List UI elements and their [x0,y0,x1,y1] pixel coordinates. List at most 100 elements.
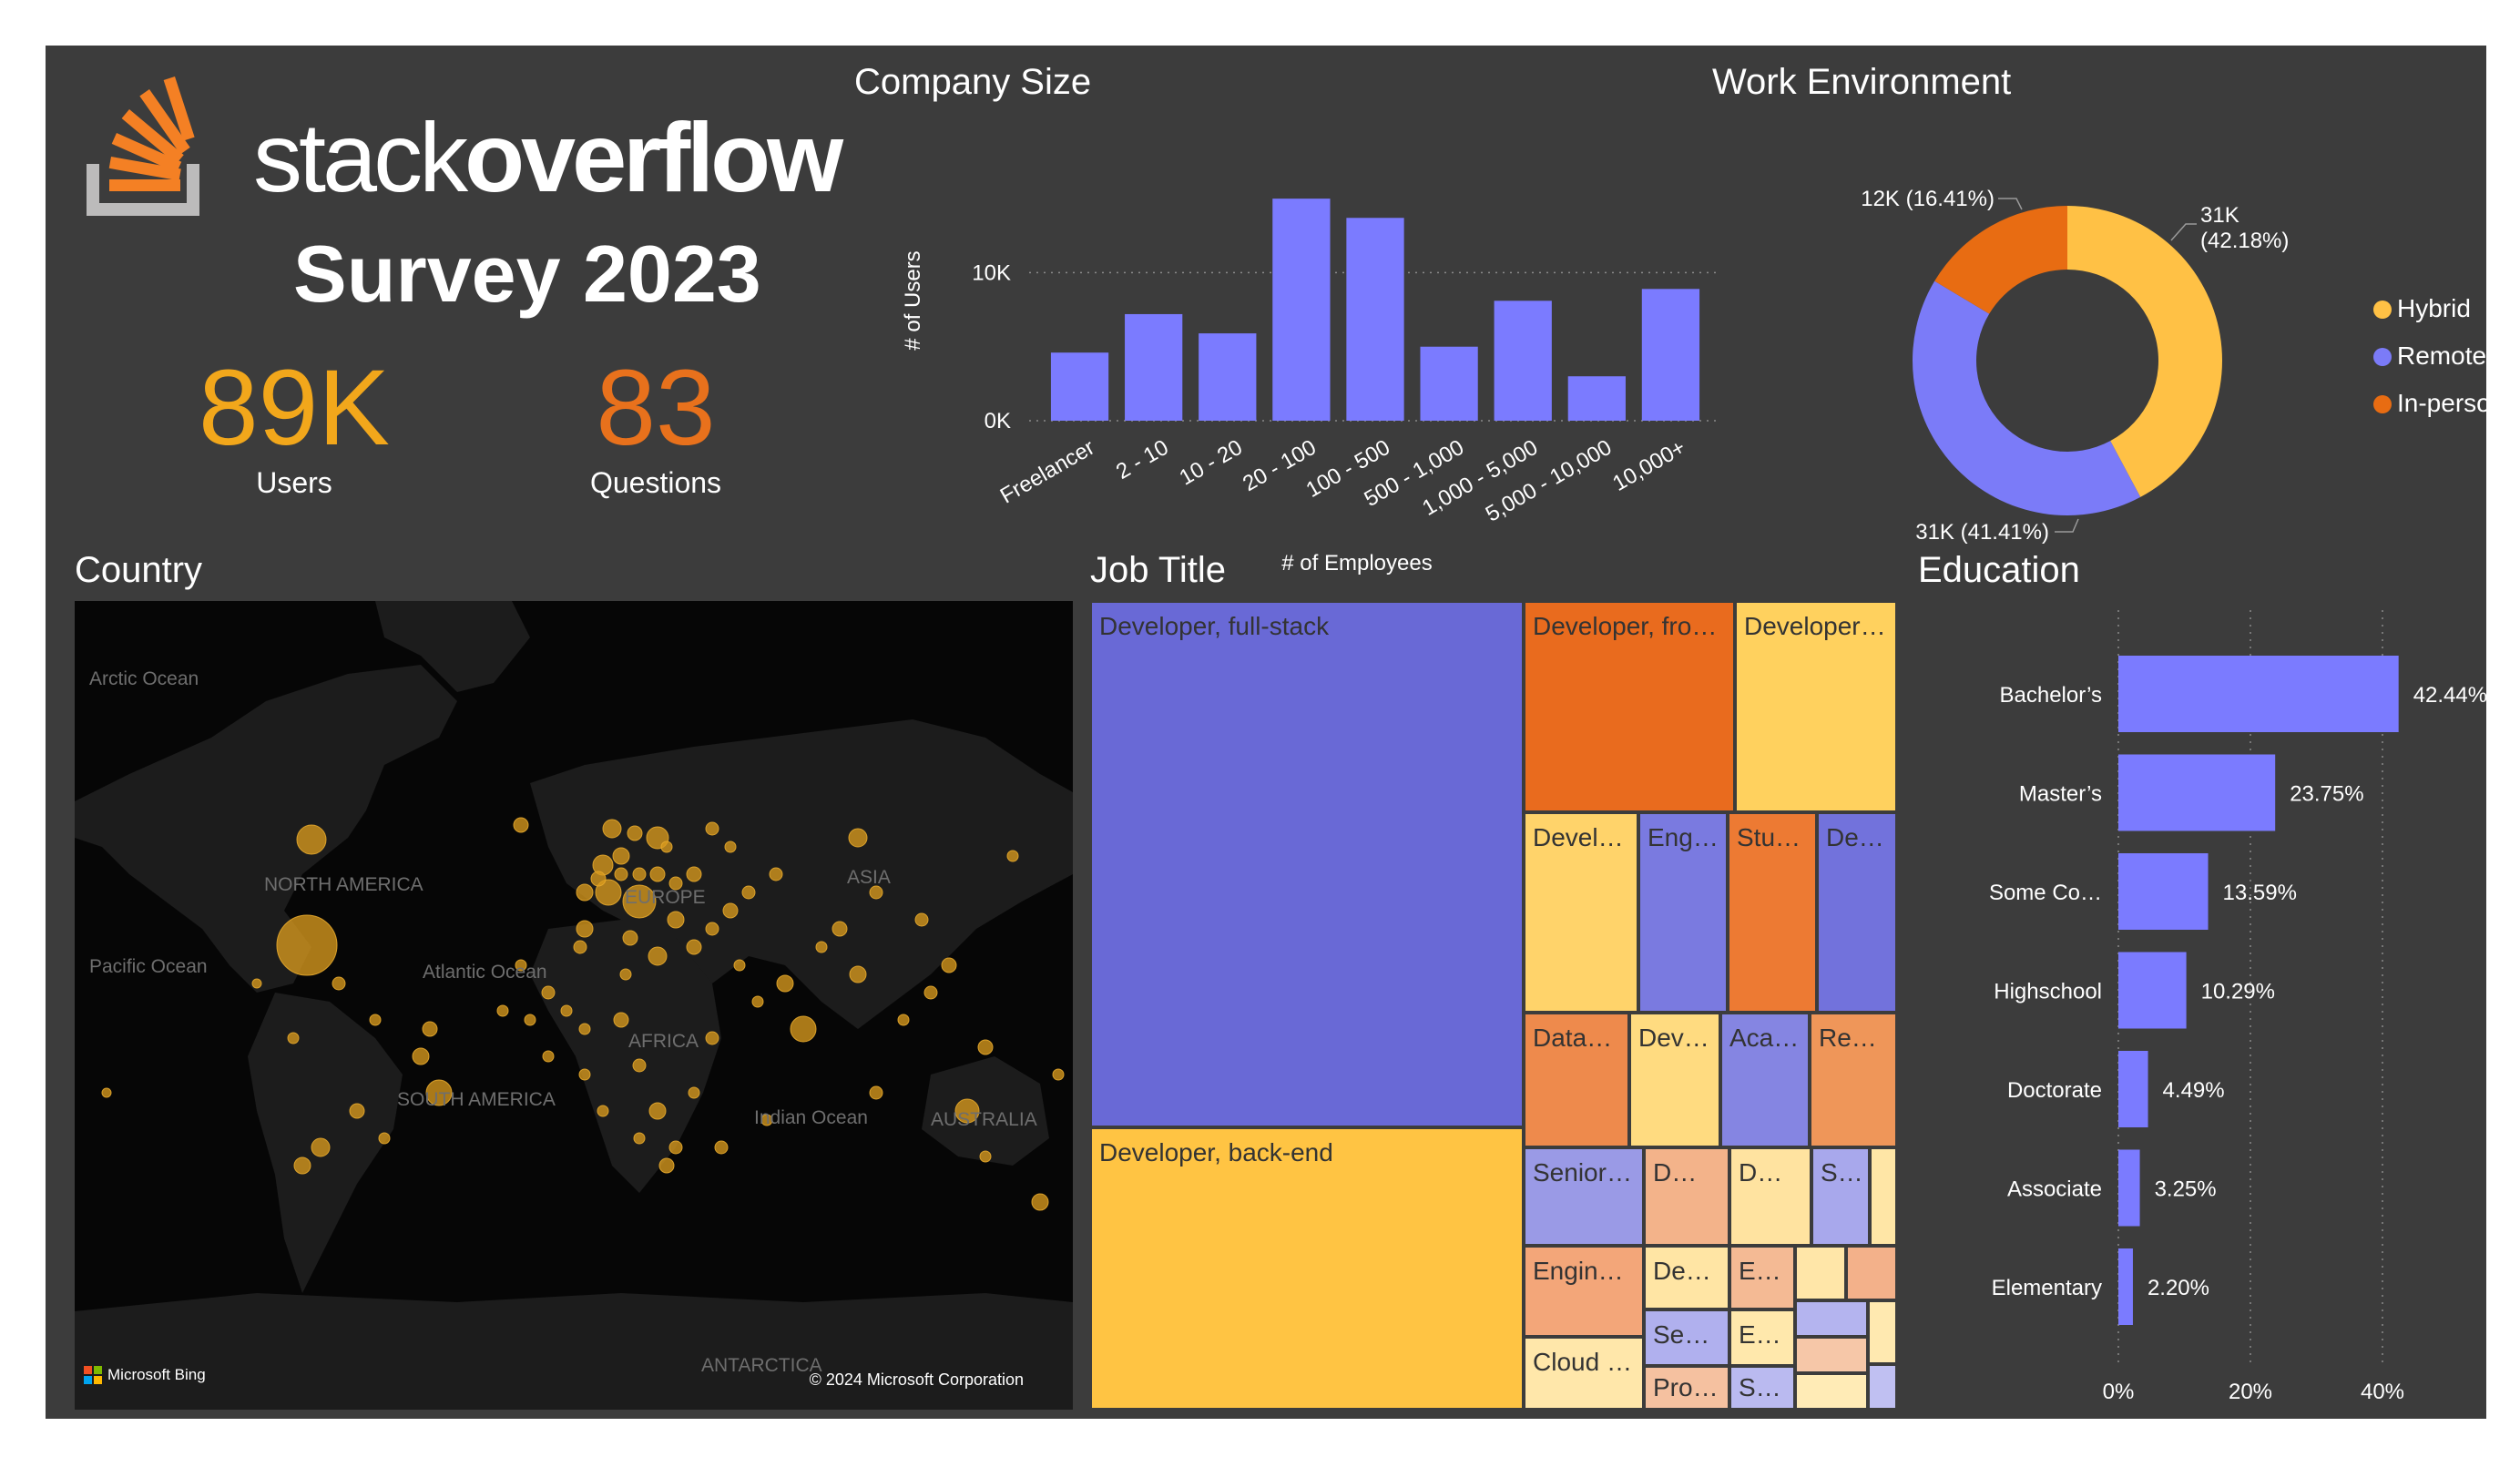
country-bubbles[interactable] [75,601,1073,1410]
treemap-tile[interactable]: E… [1729,1309,1795,1366]
country-bubble[interactable] [648,1102,667,1120]
country-bubble[interactable] [296,824,327,855]
country-bubble[interactable] [1052,1068,1065,1081]
job-title-treemap[interactable]: Developer, full-stack Developer, back-en… [1090,601,1897,1410]
country-bubble[interactable] [613,1012,629,1028]
treemap-tile[interactable]: Developer, fro… [1524,601,1735,812]
country-bubble[interactable] [614,867,628,881]
country-bubble[interactable] [524,1014,536,1026]
education-bar[interactable] [2118,853,2209,930]
country-bubble[interactable] [542,1050,555,1063]
country-bubble[interactable] [378,1132,391,1145]
country-bubble[interactable] [251,978,262,989]
country-bubble[interactable] [923,985,938,1000]
country-bubble[interactable] [496,1004,509,1017]
treemap-tile[interactable]: Devel… [1524,812,1638,1013]
country-bubble[interactable] [705,922,719,936]
treemap-tile[interactable] [1795,1373,1868,1410]
country-bubble[interactable] [714,1140,729,1155]
country-bubble[interactable] [849,965,867,983]
work-environment-chart[interactable]: 31K(42.18%) 12K (16.41%) 31K (41.41%) Hybri… [1758,118,2486,592]
country-bubble[interactable] [293,1156,311,1175]
country-bubble[interactable] [578,1068,591,1081]
country-bubble[interactable] [590,871,607,887]
treemap-tile[interactable] [1795,1300,1868,1337]
country-bubble[interactable] [627,825,643,841]
treemap-tile[interactable]: De… [1817,812,1897,1013]
treemap-tile[interactable]: Pro… [1644,1366,1729,1410]
company-size-bar[interactable] [1272,199,1331,421]
country-bubble[interactable] [597,1105,609,1117]
country-bubble[interactable] [619,968,632,981]
treemap-tile[interactable]: S… [1811,1147,1870,1246]
treemap-tile[interactable] [1795,1337,1868,1373]
country-bubble[interactable] [941,957,957,973]
country-bubble[interactable] [705,1031,719,1045]
country-bubble[interactable] [848,828,868,848]
country-bubble[interactable] [648,946,668,966]
country-bubble[interactable] [688,1086,700,1099]
company-size-bar[interactable] [1125,313,1183,421]
company-size-bar[interactable] [1494,301,1552,421]
country-bubble[interactable] [369,1014,382,1026]
country-bubble[interactable] [897,1014,910,1026]
donut-slice[interactable] [1913,280,2141,515]
treemap-tile[interactable]: Eng… [1638,812,1728,1013]
treemap-tile[interactable]: E… [1729,1246,1795,1309]
company-size-bar[interactable] [1420,346,1478,421]
country-bubble[interactable] [954,1098,980,1124]
country-bubble[interactable] [790,1015,817,1043]
country-bubble[interactable] [724,841,737,853]
treemap-tile[interactable]: S… [1729,1366,1795,1410]
country-bubble[interactable] [831,921,848,937]
education-bar[interactable] [2118,952,2187,1029]
treemap-tile[interactable] [1870,1147,1897,1246]
bing-attribution[interactable]: Microsoft Bing [84,1366,206,1384]
country-bubble[interactable] [760,1114,773,1126]
country-bubble[interactable] [632,1058,647,1073]
treemap-tile[interactable] [1795,1246,1846,1300]
country-bubble[interactable] [914,912,929,927]
country-bubble[interactable] [751,995,764,1008]
treemap-tile[interactable]: D… [1644,1147,1729,1246]
treemap-tile[interactable] [1868,1364,1897,1410]
country-bubble[interactable] [649,866,666,882]
education-bar[interactable] [2118,1149,2140,1227]
country-bubble[interactable] [632,867,647,881]
country-bubble[interactable] [622,884,657,919]
company-size-bar[interactable] [1346,218,1404,421]
country-bubble[interactable] [311,1137,331,1157]
country-bubble[interactable] [686,866,702,882]
education-chart[interactable]: 0% 20% 40% Bachelor’s 42.44% Master’s 23.75% So… [1903,601,2486,1411]
country-bubble[interactable] [422,1021,438,1037]
company-size-bar[interactable] [1050,352,1109,421]
country-bubble[interactable] [425,1079,453,1106]
treemap-tile[interactable]: Engin… [1524,1246,1644,1337]
country-bubble[interactable] [576,883,594,902]
country-bubble[interactable] [622,930,638,946]
education-bar[interactable] [2118,1051,2148,1127]
education-bar[interactable] [2118,754,2276,831]
education-bar[interactable] [2118,1248,2133,1325]
country-bubble[interactable] [412,1047,430,1065]
country-bubble[interactable] [101,1087,112,1098]
donut-slice[interactable] [2067,206,2222,497]
treemap-tile[interactable] [1868,1300,1897,1364]
country-bubble[interactable] [705,821,719,836]
country-bubble[interactable] [633,1132,646,1145]
treemap-tile[interactable]: De… [1644,1246,1729,1309]
treemap-tile[interactable]: Re… [1810,1013,1897,1147]
legend-label[interactable]: Remote [2397,341,2486,370]
country-bubble[interactable] [332,976,346,991]
country-bubble[interactable] [686,939,702,955]
legend-label[interactable]: In-person [2397,389,2486,417]
country-bubble[interactable] [776,974,794,993]
country-bubble[interactable] [722,902,739,919]
country-bubble[interactable] [668,1140,683,1155]
country-bubble[interactable] [276,914,338,976]
treemap-tile[interactable]: D… [1729,1147,1811,1246]
country-bubble[interactable] [658,1157,675,1174]
country-bubble[interactable] [660,841,673,853]
country-bubble[interactable] [602,819,622,839]
country-bubble[interactable] [667,911,685,929]
